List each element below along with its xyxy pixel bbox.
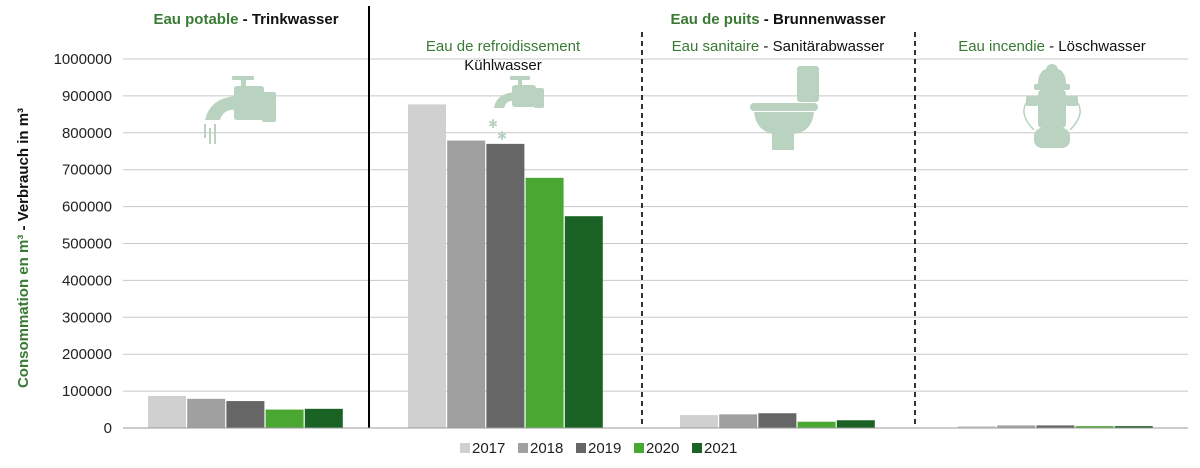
gridlines	[123, 58, 1188, 392]
legend-label: 2017	[472, 440, 505, 457]
bars	[148, 104, 1153, 429]
legend-label: 2019	[588, 440, 621, 457]
bar-2018-group-2	[447, 140, 486, 428]
bar-2019-group-1	[226, 401, 265, 428]
bar-2019-group-4	[1036, 425, 1075, 428]
legend-label: 2018	[530, 440, 563, 457]
toilet-icon	[750, 66, 819, 150]
header-well-water: Eau de puits - Brunnenwasser	[670, 11, 885, 28]
y-tick-label: 100000	[62, 383, 112, 400]
y-tick-label: 700000	[62, 162, 112, 179]
svg-text:✱: ✱	[497, 129, 507, 143]
legend-label: 2021	[704, 440, 737, 457]
legend: 2017 2018 2019 2020 2021	[460, 440, 737, 457]
bar-2018-group-4	[997, 425, 1036, 428]
faucet-icon	[204, 76, 276, 144]
bar-2020-group-4	[1075, 426, 1114, 428]
bar-2017-group-2	[408, 104, 446, 429]
y-tick-label: 0	[104, 420, 112, 437]
y-tick-label: 600000	[62, 199, 112, 216]
y-tick-label: 800000	[62, 125, 112, 142]
legend-swatch	[518, 443, 528, 453]
y-tick-label: 1000000	[54, 51, 112, 68]
bar-2020-group-3	[797, 421, 836, 428]
cooling-faucet-icon: ✱ ✱	[488, 76, 544, 143]
legend-item-2021: 2021	[692, 440, 737, 457]
legend-swatch	[460, 443, 470, 453]
legend-item-2020: 2020	[634, 440, 679, 457]
legend-swatch	[634, 443, 644, 453]
category-label-cooling: Eau de refroidissement	[426, 38, 581, 55]
y-tick-label: 900000	[62, 88, 112, 105]
category-label-cooling-de: Kühlwasser	[464, 57, 542, 74]
legend-swatch	[692, 443, 702, 453]
y-axis-ticks: 0 100000 200000 300000 400000 500000 600000 700…	[54, 51, 112, 437]
bar-2020-group-2	[525, 177, 564, 428]
y-tick-label: 500000	[62, 236, 112, 253]
category-label-sanitary: Eau sanitaire - Sanitärabwasser	[672, 38, 885, 55]
bar-2018-group-3	[719, 414, 758, 428]
svg-text:✱: ✱	[488, 117, 498, 131]
bar-2021-group-3	[836, 420, 875, 428]
y-tick-label: 400000	[62, 272, 112, 289]
fire-hydrant-icon	[1023, 64, 1081, 148]
bar-2017-group-1	[148, 395, 186, 428]
header-drinking-water: Eau potable - Trinkwasser	[153, 11, 338, 28]
bar-2019-group-3	[758, 413, 797, 428]
bar-2017-group-3	[680, 415, 718, 428]
legend-label: 2020	[646, 440, 679, 457]
y-tick-label: 300000	[62, 309, 112, 326]
bar-2020-group-1	[265, 409, 304, 428]
bar-2018-group-1	[187, 398, 226, 428]
bar-2021-group-1	[304, 408, 343, 428]
category-label-fire: Eau incendie - Löschwasser	[958, 38, 1146, 55]
bar-2021-group-4	[1114, 426, 1153, 428]
legend-item-2018: 2018	[518, 440, 563, 457]
y-tick-label: 200000	[62, 346, 112, 363]
legend-item-2019: 2019	[576, 440, 621, 457]
legend-swatch	[576, 443, 586, 453]
bar-2019-group-2	[486, 143, 525, 428]
bar-2021-group-2	[564, 216, 603, 428]
legend-item-2017: 2017	[460, 440, 505, 457]
bar-2017-group-4	[958, 426, 996, 428]
y-axis-title: Consommation en m³ - Verbrauch in m³	[15, 108, 32, 388]
